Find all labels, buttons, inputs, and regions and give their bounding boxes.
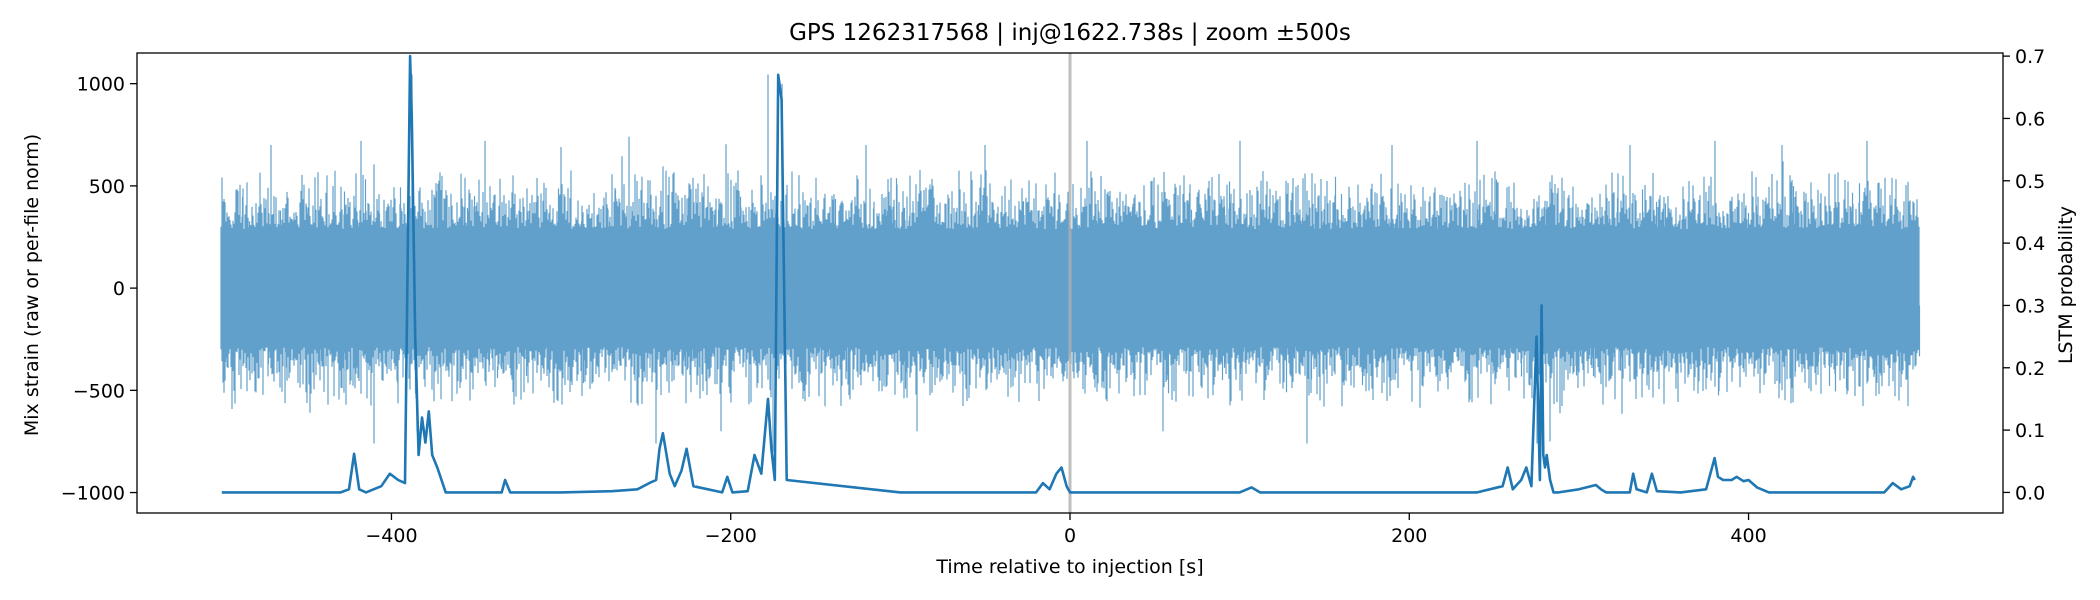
y-tick-label: −500 bbox=[73, 380, 125, 402]
y-tick-label: 1000 bbox=[77, 74, 125, 96]
y-axis-label: Mix strain (raw or per-file norm) bbox=[21, 134, 43, 436]
y2-tick-label: 0.7 bbox=[2015, 46, 2045, 68]
y2-tick-label: 0.2 bbox=[2015, 358, 2045, 380]
y-tick-label: 0 bbox=[113, 278, 125, 300]
x-tick-label: 400 bbox=[1730, 525, 1766, 547]
y2-tick-label: 0.1 bbox=[2015, 420, 2045, 442]
x-tick-label: −200 bbox=[705, 525, 757, 547]
y-tick-label: −1000 bbox=[61, 483, 125, 505]
lstm-probability-line bbox=[221, 54, 1916, 494]
y2-tick-label: 0.5 bbox=[2015, 171, 2045, 193]
x-tick-label: 0 bbox=[1064, 525, 1076, 547]
strain-series-line bbox=[220, 74, 1921, 452]
y2-tick-label: 0.4 bbox=[2015, 233, 2045, 255]
plot-area bbox=[220, 53, 1921, 513]
x-tick-label: 200 bbox=[1391, 525, 1427, 547]
y2-tick-label: 0.0 bbox=[2015, 482, 2045, 504]
y2-tick-label: 0.3 bbox=[2015, 295, 2045, 317]
y-tick-label: 500 bbox=[89, 176, 125, 198]
x-axis: −400 −200 0 200 400 bbox=[365, 513, 1767, 547]
y2-tick-label: 0.6 bbox=[2015, 108, 2045, 130]
y-axis-right: 0.0 0.1 0.2 0.3 0.4 0.5 0.6 0.7 bbox=[2003, 46, 2045, 504]
y2-axis-label: LSTM probability bbox=[2055, 206, 2077, 364]
chart-title: GPS 1262317568 | inj@1622.738s | zoom ±5… bbox=[789, 20, 1351, 46]
y-axis-left: −1000 −500 0 500 1000 bbox=[61, 74, 137, 505]
x-axis-label: Time relative to injection [s] bbox=[935, 556, 1203, 578]
x-tick-label: −400 bbox=[365, 525, 417, 547]
